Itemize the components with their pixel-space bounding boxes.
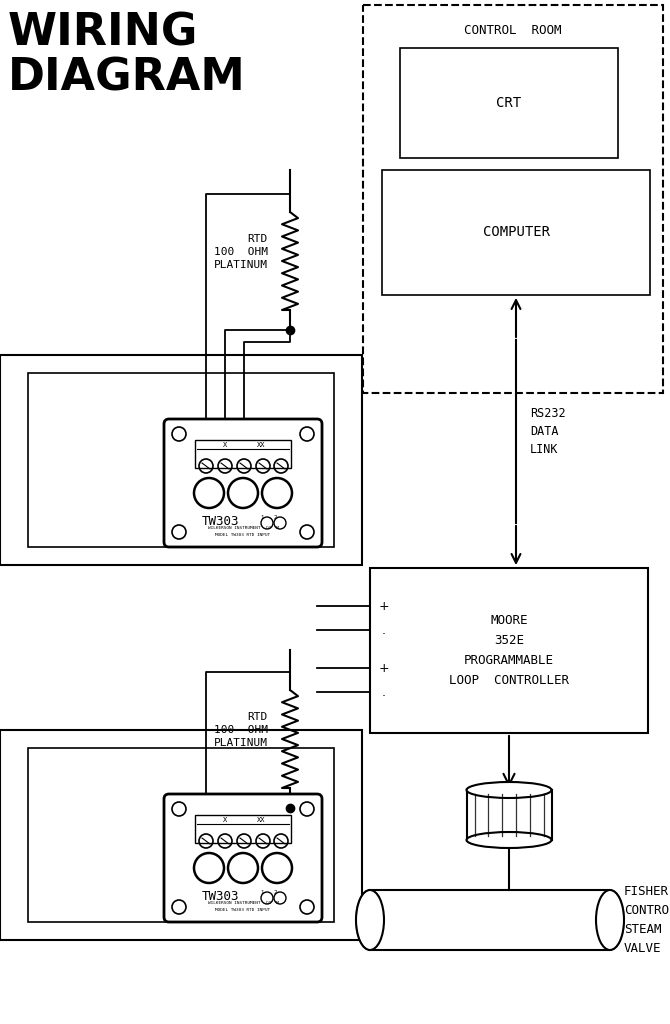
Text: COMPUTER: COMPUTER <box>482 225 549 240</box>
Text: .: . <box>382 685 386 698</box>
Text: RS232
DATA
LINK: RS232 DATA LINK <box>530 407 565 456</box>
Text: XX: XX <box>257 442 265 449</box>
Text: FISHER
CONTROLS
STEAM
VALVE: FISHER CONTROLS STEAM VALVE <box>624 885 670 955</box>
Ellipse shape <box>466 782 551 798</box>
Text: WIRING
DIAGRAM: WIRING DIAGRAM <box>8 12 246 99</box>
Text: CONTROL  ROOM: CONTROL ROOM <box>464 25 561 38</box>
Bar <box>0 355 362 565</box>
Ellipse shape <box>356 890 384 950</box>
Text: X: X <box>223 442 227 449</box>
Bar <box>370 568 648 733</box>
Text: +: + <box>379 599 389 612</box>
Text: RTD
100  OHM
PLATINUM: RTD 100 OHM PLATINUM <box>214 233 268 270</box>
Text: TW303: TW303 <box>202 890 240 903</box>
Text: WILKERSON INSTRUMENT  CO  M: WILKERSON INSTRUMENT CO M <box>208 901 279 905</box>
Bar <box>382 170 650 295</box>
Bar <box>370 890 610 950</box>
Text: WILKERSON INSTRUMENT  CO  M: WILKERSON INSTRUMENT CO M <box>208 526 279 530</box>
Text: TW303: TW303 <box>202 515 240 528</box>
Bar <box>400 48 618 158</box>
Bar <box>466 790 551 840</box>
Bar <box>363 5 663 393</box>
FancyBboxPatch shape <box>164 419 322 547</box>
Bar <box>195 440 291 468</box>
Text: RTD
100  OHM
PLATINUM: RTD 100 OHM PLATINUM <box>214 712 268 749</box>
Text: MODEL TW303 RTD INPUT: MODEL TW303 RTD INPUT <box>216 908 271 912</box>
Text: .: . <box>382 624 386 637</box>
Bar <box>195 815 291 843</box>
Text: MODEL TW303 RTD INPUT: MODEL TW303 RTD INPUT <box>216 534 271 537</box>
Text: XX: XX <box>257 817 265 823</box>
Bar <box>28 748 334 922</box>
Text: MOORE
352E
PROGRAMMABLE
LOOP  CONTROLLER: MOORE 352E PROGRAMMABLE LOOP CONTROLLER <box>449 614 569 687</box>
Text: X: X <box>223 817 227 823</box>
Text: +: + <box>379 662 389 675</box>
Text: 1   2: 1 2 <box>261 515 277 520</box>
Bar <box>28 373 334 547</box>
Ellipse shape <box>596 890 624 950</box>
Bar <box>0 730 362 940</box>
FancyBboxPatch shape <box>164 794 322 922</box>
Ellipse shape <box>466 831 551 848</box>
Text: CRT: CRT <box>496 96 521 110</box>
Text: 1   2: 1 2 <box>261 890 277 895</box>
